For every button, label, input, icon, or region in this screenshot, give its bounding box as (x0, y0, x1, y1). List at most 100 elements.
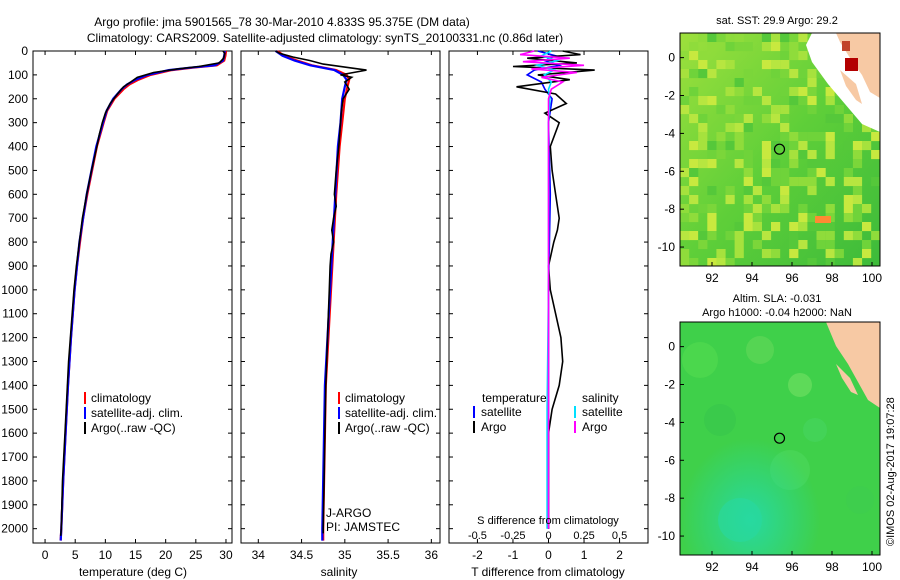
sst-tile (716, 33, 726, 43)
map-y-tick-label: -8 (664, 202, 675, 216)
sst-tile (698, 60, 708, 70)
x-tick-label: 2 (616, 548, 623, 562)
x-tick-label: 1 (581, 548, 588, 562)
x2-tick-label: 0.25 (573, 530, 594, 542)
sst-tile (734, 240, 744, 250)
sst-tile (852, 213, 863, 223)
sst-tile (734, 249, 744, 259)
sst-tile (780, 168, 790, 178)
sst-tile (825, 132, 835, 142)
sst-tile (871, 132, 880, 142)
sst-tile (780, 69, 790, 79)
sst-tile (789, 231, 799, 241)
x2-tick-label: 0.5 (612, 530, 627, 542)
sst-tile (807, 159, 817, 169)
sst-tile (743, 123, 753, 133)
series-line-s-satellite (533, 50, 561, 529)
x-tick-label: 5 (72, 548, 79, 562)
sst-tile (761, 177, 772, 187)
sst-tile (725, 123, 735, 133)
x-tick-label: 30 (219, 548, 233, 562)
sst-tile (743, 69, 753, 79)
map-y-tick-label: -6 (664, 164, 675, 178)
sst-tile (789, 159, 799, 169)
sst-tile (707, 213, 717, 223)
sst-tile (707, 222, 717, 232)
x2-tick-label: -0.5 (468, 530, 487, 542)
legend-temperature-title: temperature (482, 391, 547, 405)
sst-tile (825, 249, 835, 259)
sst-tile (707, 33, 717, 43)
sst-tile (698, 69, 708, 79)
sst-tile (761, 141, 772, 151)
sst-tile (680, 69, 690, 79)
sst-tile (698, 132, 708, 142)
sst-tile (843, 168, 853, 178)
sst-tile (680, 150, 690, 160)
sst-tile (852, 159, 863, 169)
sst-tile (707, 42, 717, 52)
sst-tile (734, 132, 744, 142)
sst-tile (752, 204, 762, 214)
map-y-tick-label: -8 (664, 491, 675, 505)
sla-map-title: Altim. SLA: -0.031 (733, 293, 822, 305)
map-x-tick-label: 96 (785, 271, 799, 285)
sst-tile (843, 195, 853, 205)
sst-tile (780, 114, 790, 124)
sst-tile (771, 69, 781, 79)
timestamp-stamp: ©IMOS 02-Aug-2017 19:07:28 (885, 397, 897, 546)
sst-tile (680, 231, 690, 241)
series-line-argo-raw-qc- (275, 50, 367, 534)
sst-tile (843, 114, 853, 124)
sst-tile (825, 96, 835, 106)
sst-tile (698, 240, 708, 250)
sst-tile (798, 177, 808, 187)
sst-map-axes: 92 94 96 98 100 0 -2 -4 -6 -8 -10 (658, 51, 883, 285)
sst-tile (780, 186, 790, 196)
depth-tick-label: 500 (8, 163, 28, 177)
sst-tile (743, 159, 753, 169)
sla-map (680, 322, 880, 555)
sla-map-axes: 92 94 96 98 100 0 -2 -4 -6 -8 -10 (658, 340, 883, 574)
sst-tile (725, 141, 735, 151)
sst-tile (807, 168, 817, 178)
sst-tile (761, 168, 772, 178)
sla-map-frame (679, 321, 881, 556)
sst-tile (761, 42, 772, 52)
sst-tile (680, 168, 690, 178)
sst-tile (743, 42, 753, 52)
argo-location-marker (773, 432, 786, 444)
sst-tile (834, 105, 844, 115)
sst-tile (698, 231, 708, 241)
sst-tile (798, 213, 808, 223)
sst-tile (807, 96, 817, 106)
sst-tile (698, 114, 708, 124)
depth-tick-label: 1300 (1, 354, 28, 368)
sst-tile (752, 222, 762, 232)
sst-tile (734, 78, 744, 88)
sst-tile (761, 231, 772, 241)
sst-tile (825, 231, 835, 241)
legend-satellite: satellite-adj. clim. (91, 406, 183, 420)
series-line-satellite-adj-clim- (274, 50, 348, 541)
sst-tile (689, 42, 699, 52)
depth-tick-label: 1800 (1, 474, 28, 488)
sst-tile (843, 213, 853, 223)
sst-tile (734, 87, 744, 97)
legend-t-satellite: satellite (481, 405, 522, 419)
sst-tile (852, 177, 863, 187)
sst-tile (780, 204, 790, 214)
sst-tile (789, 87, 799, 97)
sst-tile (807, 87, 817, 97)
sst-tile (698, 96, 708, 106)
program-label: J-ARGO (326, 506, 371, 520)
sst-tile (825, 150, 835, 160)
sst-tile (816, 240, 826, 250)
sst-warm-patch (815, 216, 831, 223)
depth-tick-label: 1200 (1, 331, 28, 345)
sst-tile (862, 123, 872, 133)
sst-tile (752, 186, 762, 196)
sst-tile (716, 150, 726, 160)
sst-tile (843, 204, 853, 214)
sst-tile (789, 150, 799, 160)
